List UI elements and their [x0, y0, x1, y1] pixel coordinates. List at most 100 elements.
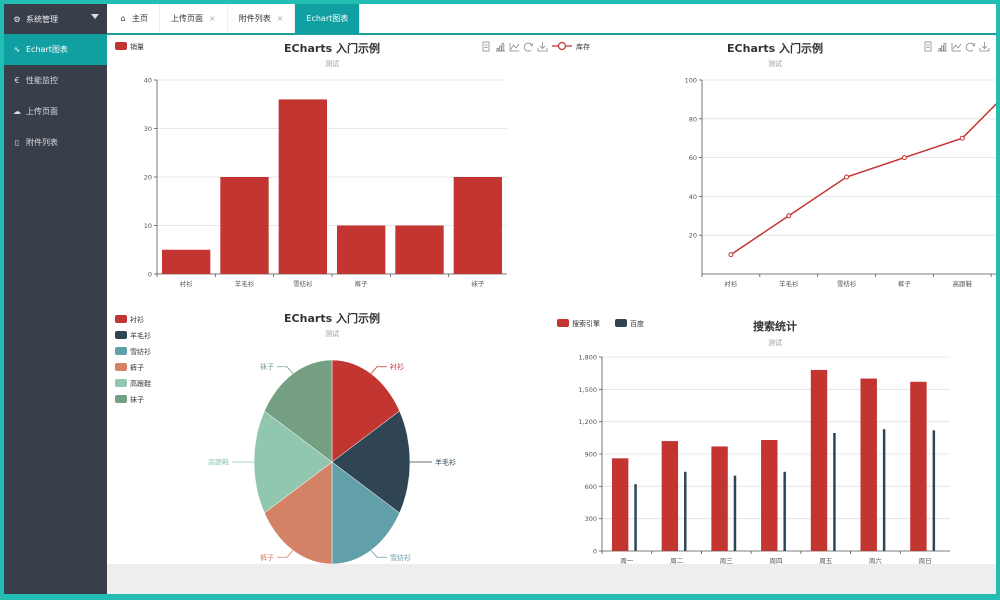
y-tick-label: 1,500 — [578, 386, 597, 394]
pie-slice[interactable] — [253, 410, 333, 514]
line-switch-icon[interactable] — [509, 43, 520, 52]
y-tick-label: 30 — [144, 125, 152, 133]
tab-attachments[interactable]: 附件列表 × — [228, 4, 296, 33]
pie-slice[interactable] — [264, 359, 333, 463]
y-tick-label: 40 — [689, 193, 697, 201]
pie-slice[interactable] — [331, 410, 411, 514]
data-point[interactable] — [728, 252, 734, 258]
legend-swatch — [115, 363, 127, 371]
save-image-icon[interactable] — [537, 42, 548, 52]
x-tick-label: 羊毛衫 — [235, 279, 255, 288]
bar[interactable] — [220, 177, 269, 274]
icon-part — [539, 45, 546, 50]
bar[interactable] — [783, 471, 786, 551]
footer-strip — [107, 564, 996, 594]
bar[interactable] — [684, 471, 687, 551]
tab-bar: ⌂ 主页 上传页面 × 附件列表 × Echart图表 — [107, 4, 996, 35]
tab-upload[interactable]: 上传页面 × — [160, 4, 228, 33]
x-tick-label: 衬衫 — [180, 279, 194, 288]
bar[interactable] — [634, 484, 637, 551]
chart-area: 销量 ECharts 入门示例 测试 0 10 20 30 40 衬衫 羊毛衫 雪纺衫 裤子 袜子 库存… — [107, 37, 996, 564]
bar[interactable] — [162, 249, 211, 274]
bar[interactable] — [278, 99, 327, 275]
icon-part — [537, 48, 548, 52]
data-point[interactable] — [844, 174, 850, 180]
bar[interactable] — [882, 429, 886, 551]
bar[interactable] — [453, 177, 502, 274]
sidebar-header-system-management[interactable]: ⚙ 系统管理 — [4, 4, 107, 34]
x-tick-label: 羊毛衫 — [779, 279, 799, 288]
chart-subtitle: 测试 — [768, 59, 782, 68]
data-point[interactable] — [901, 155, 907, 161]
icon-part — [501, 43, 505, 52]
legend-swatch — [615, 319, 627, 327]
sidebar-item-echart[interactable]: ∿ Echart图表 — [4, 34, 107, 65]
bar[interactable] — [860, 378, 877, 551]
label-leader — [370, 366, 387, 374]
close-icon[interactable]: × — [209, 14, 216, 23]
bar[interactable] — [910, 381, 927, 551]
y-tick-label: 20 — [144, 174, 152, 182]
data-point[interactable] — [959, 135, 965, 141]
bar[interactable] — [661, 441, 679, 551]
sidebar: ⚙ 系统管理 ∿ Echart图表 € 性能监控 ☁ 上传页面 ▯ 附件列表 — [4, 4, 107, 594]
icon-part — [510, 43, 520, 50]
bar[interactable] — [337, 225, 386, 275]
label-leader — [370, 550, 387, 558]
sidebar-item-performance[interactable]: € 性能监控 — [4, 65, 107, 96]
data-view-icon[interactable] — [924, 41, 932, 52]
legend-swatch — [115, 42, 127, 50]
x-tick-label: 周五 — [819, 557, 833, 564]
tab-echart[interactable]: Echart图表 — [295, 4, 361, 33]
y-tick-label: 0 — [148, 271, 152, 279]
pie-slice[interactable] — [331, 359, 400, 463]
restore-icon[interactable] — [965, 42, 976, 52]
bar[interactable] — [833, 432, 836, 551]
legend-label: 百度 — [630, 319, 644, 328]
x-tick-label: 周一 — [620, 557, 634, 564]
bar-switch-icon[interactable] — [496, 43, 505, 52]
line-switch-icon[interactable] — [951, 43, 962, 52]
file-icon: ▯ — [14, 138, 20, 147]
legend-label: 羊毛衫 — [130, 331, 151, 340]
data-point[interactable] — [786, 213, 792, 219]
y-tick-label: 1,800 — [578, 354, 597, 362]
bar[interactable] — [810, 369, 828, 551]
icon-part — [981, 45, 988, 50]
bar[interactable] — [611, 458, 629, 551]
pie-label: 羊毛衫 — [435, 458, 456, 467]
pie-slice[interactable] — [264, 461, 333, 564]
y-tick-label: 0 — [593, 548, 597, 556]
y-tick-label: 10 — [144, 222, 152, 230]
legend-swatch — [557, 319, 569, 327]
legend-label: 袜子 — [130, 395, 144, 404]
x-tick-label: 周六 — [869, 556, 883, 564]
bar[interactable] — [761, 439, 778, 551]
y-tick-label: 600 — [585, 483, 597, 491]
legend-swatch — [115, 395, 127, 403]
legend-label: 搜索引擎 — [572, 319, 600, 328]
bar-switch-icon[interactable] — [938, 43, 947, 52]
bar[interactable] — [733, 475, 737, 551]
bar[interactable] — [932, 430, 936, 551]
data-view-icon[interactable] — [482, 41, 490, 52]
icon-part — [482, 41, 490, 52]
bar[interactable] — [711, 446, 728, 551]
x-tick-label: 周日 — [919, 557, 932, 564]
bar[interactable] — [395, 225, 444, 275]
legend-label: 高跟鞋 — [130, 379, 151, 388]
pie-label: 袜子 — [260, 362, 274, 371]
restore-icon[interactable] — [523, 42, 534, 52]
toolbox — [924, 41, 990, 52]
save-image-icon[interactable] — [979, 42, 990, 52]
sidebar-item-attachments[interactable]: ▯ 附件列表 — [4, 127, 107, 158]
sidebar-item-label: 性能监控 — [26, 76, 58, 85]
legend-marker — [557, 41, 567, 51]
sidebar-item-upload[interactable]: ☁ 上传页面 — [4, 96, 107, 127]
legend-label: 库存 — [576, 42, 590, 51]
pie-slice[interactable] — [331, 461, 400, 564]
close-icon[interactable]: × — [276, 14, 284, 23]
tab-label: 附件列表 — [238, 14, 271, 23]
tab-home[interactable]: ⌂ 主页 — [107, 4, 160, 33]
legend-label: 裤子 — [130, 363, 144, 372]
